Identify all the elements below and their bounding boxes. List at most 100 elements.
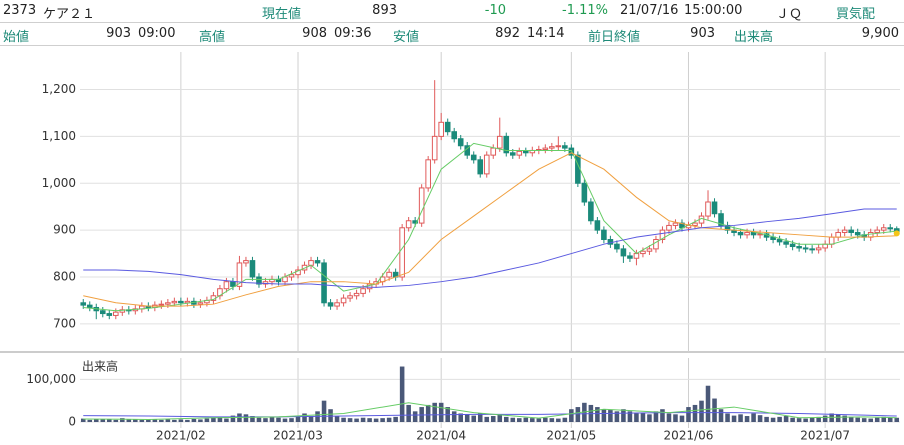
volume-bar [373, 418, 379, 422]
volume-bar [308, 416, 314, 422]
candle-body [796, 246, 802, 249]
y-tick-label: 0 [68, 415, 76, 429]
moving-average [83, 402, 897, 420]
volume-bar [751, 413, 756, 422]
candle-body [672, 222, 679, 226]
x-tick-label: 2021/07 [800, 429, 850, 443]
volume-bar [718, 409, 724, 422]
volume-bar [256, 417, 262, 422]
y-tick-label: 1,200 [42, 82, 76, 96]
candle-body [431, 135, 438, 161]
candle-body [438, 121, 444, 137]
candle-body [549, 146, 555, 149]
candle-body [340, 297, 347, 304]
volume-bar [510, 417, 516, 422]
y-tick-label: 900 [53, 223, 76, 237]
volume-bar [360, 417, 366, 422]
candle-body [99, 310, 106, 315]
candle-body [165, 302, 171, 305]
candle-body [848, 229, 854, 233]
candle-body [399, 227, 405, 278]
field-value: 903 [690, 26, 715, 41]
field-label: 買気配 [836, 7, 876, 22]
candle-body [627, 255, 633, 259]
candle-body [418, 187, 425, 224]
candle-body [334, 302, 340, 307]
candle-body [503, 135, 510, 154]
field-time: 09:00 [138, 26, 176, 41]
candle-body [783, 241, 789, 245]
candle-body [112, 311, 119, 316]
volume-bar [608, 410, 613, 422]
candle-body [230, 281, 236, 287]
volume-bar [653, 411, 659, 422]
candle-body [880, 227, 887, 231]
volume-bar [386, 417, 392, 422]
candle-body [405, 220, 412, 229]
y-tick-label: 1,100 [42, 129, 76, 143]
volume-bar [673, 414, 678, 422]
volume-bar [328, 409, 333, 422]
volume-bar [562, 417, 568, 422]
candle-body [666, 224, 672, 231]
x-tick-label: 2021/04 [416, 429, 466, 443]
candle-body [243, 260, 249, 264]
volume-bar [93, 419, 99, 422]
volume-bar [438, 402, 444, 422]
field-value: 893 [372, 3, 397, 18]
volume-bar [523, 417, 529, 422]
volume-bar [842, 415, 847, 422]
field-label: 安値 [393, 30, 420, 45]
volume-bar [699, 400, 704, 422]
candle-body [197, 302, 204, 305]
volume-bar [549, 418, 555, 422]
candle-body [236, 262, 243, 287]
volume-bar [569, 409, 574, 422]
candle-body [470, 154, 477, 161]
y-tick-label: 800 [53, 270, 76, 284]
volume-bar [282, 418, 288, 422]
date: 21/07/16 [620, 3, 679, 18]
volume-bar [341, 417, 346, 422]
volume-bar [686, 407, 691, 422]
volume-bar [582, 402, 587, 422]
code: 2373 [3, 3, 37, 18]
candle-body [256, 276, 262, 285]
volume-bar [425, 404, 431, 422]
volume-bar [595, 407, 600, 422]
volume-bar [269, 416, 275, 422]
header-row: 始値 903 09:00 高値 908 09:36 安値 892 14:14 前… [0, 23, 904, 46]
volume-bar [517, 418, 522, 422]
candle-body [542, 147, 549, 150]
candle-body [555, 145, 562, 148]
moving-average [83, 208, 897, 288]
candle-body [828, 236, 835, 245]
volume-bar [536, 418, 542, 422]
x-tick-label: 2021/02 [156, 429, 206, 443]
volume-bar [230, 415, 236, 422]
field-value: 908 [302, 26, 327, 41]
candle-body [809, 248, 815, 251]
volume-bar [803, 418, 808, 422]
volume-bar [796, 418, 802, 422]
moving-average [83, 412, 897, 418]
volume-bar [738, 414, 743, 422]
candle-body [705, 201, 711, 217]
volume-bar [412, 411, 418, 422]
volume-bar [146, 419, 151, 422]
volume-bar [334, 416, 340, 422]
field-value: 892 [495, 26, 520, 41]
candle-body [353, 292, 360, 297]
volume-bar [770, 417, 776, 422]
field-label: 現在値 [262, 7, 302, 22]
volume-bar [835, 414, 841, 422]
field-value: 9,900 [861, 26, 899, 41]
volume-bar [126, 419, 132, 422]
candle-body [835, 231, 841, 238]
candle-body [614, 243, 620, 250]
candle-body [601, 229, 607, 240]
volume-bar [731, 415, 737, 422]
volume-bar [458, 413, 463, 422]
volume-title: 出来高 [82, 359, 118, 374]
volume-bar [354, 418, 359, 422]
